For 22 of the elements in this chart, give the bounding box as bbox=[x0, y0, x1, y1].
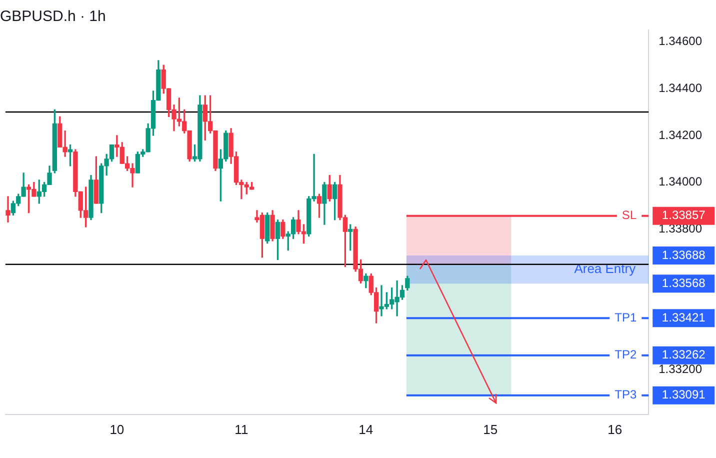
x-tick-label: 14 bbox=[358, 422, 374, 437]
text: 1.33421 bbox=[662, 310, 706, 324]
y-tick-label: 1.33800 bbox=[658, 222, 702, 236]
y-tick-label: 1.33200 bbox=[658, 362, 702, 376]
text: 1.33568 bbox=[662, 276, 706, 290]
ref-line-label: TP3 bbox=[614, 388, 637, 402]
x-tick-label: 15 bbox=[483, 422, 498, 437]
y-tick-label: 1.34400 bbox=[658, 80, 702, 95]
y-tick-label: 1.34000 bbox=[658, 174, 702, 189]
ref-line-label: TP1 bbox=[614, 310, 637, 324]
text: 1.33688 bbox=[662, 248, 706, 262]
chart-title: GBPUSD.h · 1h bbox=[0, 8, 106, 26]
text: 1.33262 bbox=[662, 348, 706, 362]
text: 1.33091 bbox=[662, 388, 706, 402]
y-tick-label: 1.34200 bbox=[658, 128, 702, 142]
ref-line-label: TP2 bbox=[614, 348, 637, 362]
x-tick-label: 16 bbox=[608, 422, 622, 437]
ref-line-label: SL bbox=[622, 208, 637, 222]
x-tick-label: 10 bbox=[110, 422, 124, 437]
text: 1.33857 bbox=[662, 208, 706, 222]
x-tick-label: 11 bbox=[234, 422, 248, 437]
y-tick-label: 1.34600 bbox=[658, 34, 702, 48]
